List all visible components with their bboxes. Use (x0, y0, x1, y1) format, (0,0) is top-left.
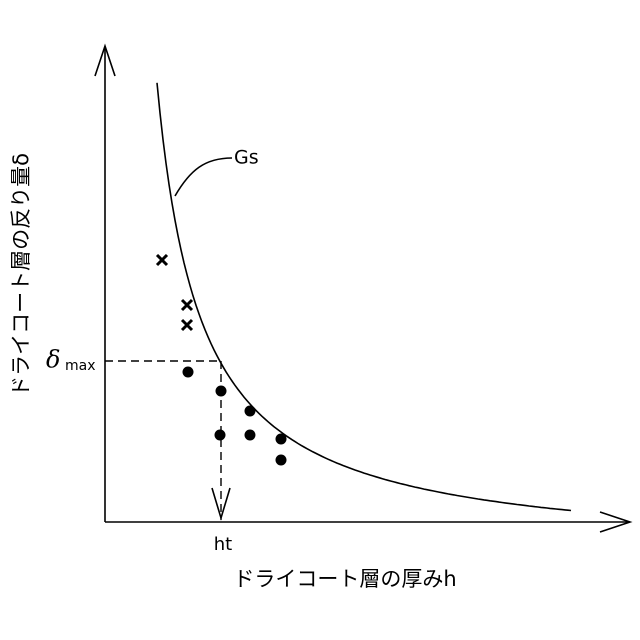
threshold-symbol: δ (46, 346, 60, 374)
diagram: Gs δ max ht ドライコート層の厚みh ドライコート層の反り量δ (0, 0, 640, 640)
dot-markers (183, 367, 287, 466)
cross-markers (157, 255, 192, 330)
x-axis-label: ドライコート層の厚みh (233, 567, 456, 591)
curve-label: Gs (234, 147, 259, 169)
threshold-subscript: max (65, 358, 96, 374)
gs-curve (157, 83, 571, 511)
y-axis-label: ドライコート層の反り量δ (9, 153, 33, 397)
ht-label: ht (214, 534, 232, 555)
curve-leader (175, 158, 232, 196)
